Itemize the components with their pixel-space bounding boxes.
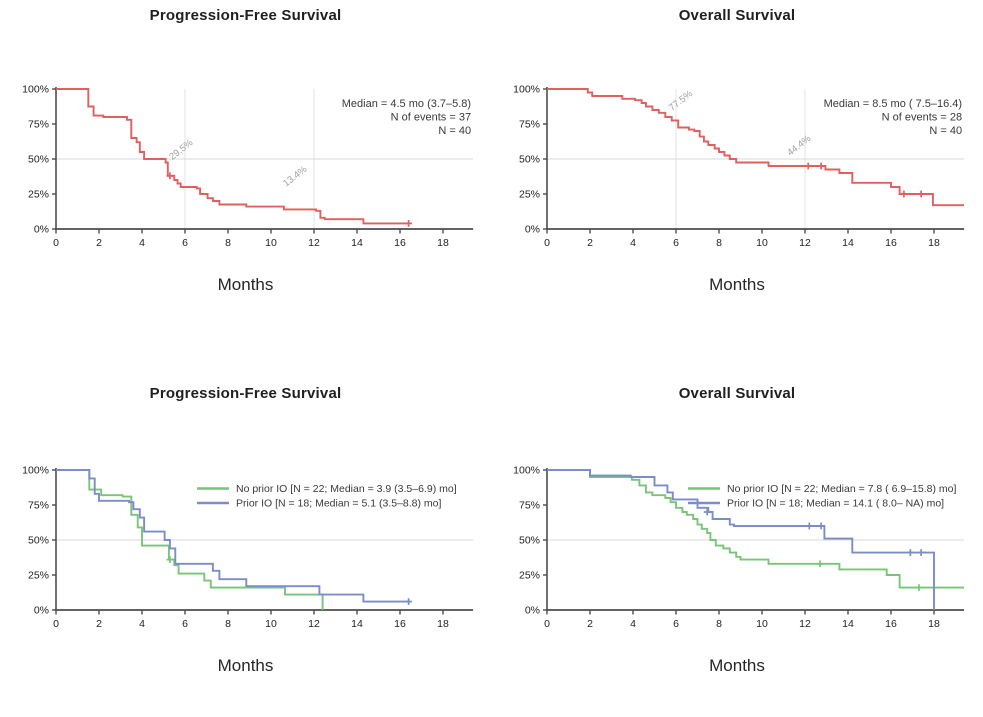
x-tick-label: 2 bbox=[96, 237, 102, 249]
y-tick-label: 100% bbox=[22, 84, 49, 96]
x-tick-label: 8 bbox=[225, 618, 231, 630]
y-tick-label: 75% bbox=[519, 500, 540, 512]
x-tick-label: 0 bbox=[53, 237, 59, 249]
x-tick-label: 10 bbox=[756, 618, 768, 630]
x-tick-label: 6 bbox=[673, 237, 679, 249]
km-plot-pfs-by-prior-io: 0% 25% 50% 75% 100% 0 2 4 6 8 10 12 14 16 18 No prior I… bbox=[22, 465, 473, 630]
y-tick-label: 50% bbox=[519, 535, 540, 547]
landmark-survival-label: 77.5% bbox=[667, 88, 695, 114]
x-tick-label: 8 bbox=[225, 237, 231, 249]
km-plot-pfs-all: 0%25%50%75%100%0 2 4 6 8 10 12 14 16 1829.5%13.4%… bbox=[22, 84, 473, 249]
y-tick-label: 0% bbox=[525, 605, 540, 617]
median-annotation-line: Median = 8.5 mo ( 7.5–16.4) bbox=[824, 98, 963, 110]
km-curve bbox=[55, 469, 410, 603]
legend-label: Prior IO [N = 18; Median = 14.1 ( 8.0– N… bbox=[727, 498, 944, 510]
y-tick-label: 100% bbox=[513, 465, 540, 477]
y-tick-label: 100% bbox=[513, 84, 540, 96]
x-tick-label: 2 bbox=[96, 618, 102, 630]
y-tick-label: 25% bbox=[519, 189, 540, 201]
median-annotation-line: Median = 4.5 mo (3.7–5.8) bbox=[341, 98, 470, 110]
x-tick-label: 18 bbox=[928, 237, 940, 249]
legend-label: Prior IO [N = 18; Median = 5.1 (3.5–8.8)… bbox=[236, 498, 442, 510]
x-axis-label-pfs-by-prior-io: Months bbox=[217, 656, 274, 675]
legend-label: No prior IO [N = 22; Median = 3.9 (3.5–6… bbox=[236, 483, 457, 495]
chart-title-os-by-prior-io: Overall Survival bbox=[678, 385, 796, 402]
x-tick-label: 16 bbox=[394, 618, 406, 630]
x-tick-label: 18 bbox=[928, 618, 940, 630]
y-tick-label: 75% bbox=[27, 119, 48, 131]
km-curve bbox=[55, 469, 324, 610]
x-tick-label: 8 bbox=[716, 618, 722, 630]
median-annotation-line: N of events = 37 bbox=[390, 112, 470, 124]
x-tick-label: 16 bbox=[885, 618, 897, 630]
x-tick-label: 6 bbox=[182, 618, 188, 630]
x-tick-label: 16 bbox=[394, 237, 406, 249]
median-annotation-line: N = 40 bbox=[438, 125, 471, 137]
chart-title-pfs-by-prior-io: Progression-Free Survival bbox=[149, 385, 342, 402]
y-tick-label: 0% bbox=[33, 605, 48, 617]
y-tick-label: 0% bbox=[525, 224, 540, 236]
km-curve bbox=[55, 88, 410, 225]
chart-title-pfs-all: Progression-Free Survival bbox=[149, 7, 342, 24]
x-tick-label: 10 bbox=[265, 237, 277, 249]
x-tick-label: 0 bbox=[544, 618, 550, 630]
km-curve bbox=[547, 469, 965, 589]
y-tick-label: 25% bbox=[519, 570, 540, 582]
x-tick-label: 10 bbox=[265, 618, 277, 630]
panel-os-by-prior-io: Overall Survival 0% 25% 50% 75% 100% 0 2 4 6 8 10 1… bbox=[491, 375, 983, 717]
x-tick-label: 8 bbox=[716, 237, 722, 249]
y-tick-label: 75% bbox=[519, 119, 540, 131]
landmark-survival-label: 13.4% bbox=[281, 164, 309, 190]
x-tick-label: 6 bbox=[673, 618, 679, 630]
y-tick-label: 25% bbox=[27, 189, 48, 201]
x-tick-label: 12 bbox=[308, 618, 320, 630]
median-annotation-line: N of events = 28 bbox=[882, 112, 962, 124]
landmark-survival-label: 44.4% bbox=[785, 133, 813, 159]
y-tick-label: 75% bbox=[27, 500, 48, 512]
y-tick-label: 0% bbox=[33, 224, 48, 236]
x-tick-label: 16 bbox=[885, 237, 897, 249]
x-tick-label: 0 bbox=[53, 618, 59, 630]
y-tick-label: 100% bbox=[22, 465, 49, 477]
x-tick-label: 6 bbox=[182, 237, 188, 249]
chart-title-os-all: Overall Survival bbox=[678, 7, 796, 24]
x-tick-label: 18 bbox=[437, 618, 449, 630]
x-tick-label: 4 bbox=[139, 618, 145, 630]
panel-pfs-by-prior-io: Progression-Free Survival 0% 25% 50% 75% 100… bbox=[0, 375, 491, 717]
x-tick-label: 4 bbox=[139, 237, 145, 249]
x-tick-label: 18 bbox=[437, 237, 449, 249]
x-tick-label: 14 bbox=[351, 237, 363, 249]
x-tick-label: 2 bbox=[587, 237, 593, 249]
x-tick-label: 14 bbox=[351, 618, 363, 630]
x-tick-label: 10 bbox=[756, 237, 768, 249]
panel-pfs-all: Progression-Free Survival 0% 25% 50% 75% 100… bbox=[0, 0, 491, 375]
x-tick-label: 4 bbox=[630, 237, 636, 249]
y-tick-label: 50% bbox=[27, 154, 48, 166]
panel-os-all: Overall Survival 0% 25% 50% 75% 100% 0 2 4 6 8 10 1… bbox=[491, 0, 983, 375]
x-tick-label: 12 bbox=[799, 237, 811, 249]
x-axis-label-os-by-prior-io: Months bbox=[709, 656, 765, 675]
x-tick-label: 0 bbox=[544, 237, 550, 249]
km-plot-os-all: 0% 25% 50% 75% 100% 0 2 4 6 8 10 12 14 16 18 77.5% 44.4%… bbox=[513, 84, 965, 249]
km-curve bbox=[547, 88, 965, 207]
x-tick-label: 12 bbox=[308, 237, 320, 249]
x-tick-label: 4 bbox=[630, 618, 636, 630]
x-tick-label: 2 bbox=[587, 618, 593, 630]
x-tick-label: 12 bbox=[799, 618, 811, 630]
x-tick-label: 14 bbox=[842, 237, 854, 249]
median-annotation-line: N = 40 bbox=[929, 125, 962, 137]
km-plot-os-by-prior-io: 0% 25% 50% 75% 100% 0 2 4 6 8 10 12 14 16 18 No prior I… bbox=[513, 465, 965, 630]
km-curve bbox=[547, 469, 935, 610]
y-tick-label: 50% bbox=[519, 154, 540, 166]
legend-label: No prior IO [N = 22; Median = 7.8 ( 6.9–… bbox=[727, 483, 956, 495]
x-tick-label: 14 bbox=[842, 618, 854, 630]
x-axis-label-os-all: Months bbox=[709, 275, 765, 294]
y-tick-label: 25% bbox=[27, 570, 48, 582]
y-tick-label: 50% bbox=[27, 535, 48, 547]
x-axis-label-pfs-all: Months bbox=[217, 275, 274, 294]
